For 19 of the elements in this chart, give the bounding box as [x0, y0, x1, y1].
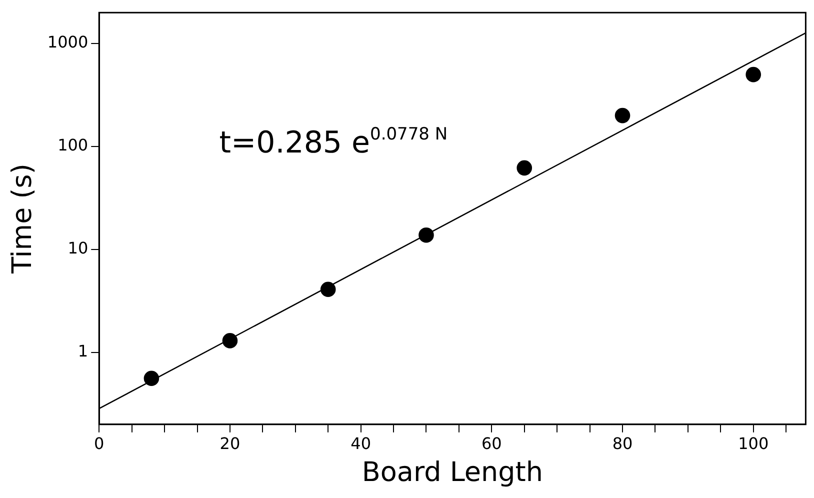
- point: [144, 370, 160, 386]
- y-tick-label: 1: [78, 342, 88, 361]
- x-tick-label: 80: [612, 434, 633, 454]
- point: [222, 333, 238, 348]
- x-axis-title: Board Length: [362, 456, 543, 488]
- x-tick-label: 20: [220, 434, 240, 454]
- y-tick-label: 100: [58, 136, 88, 155]
- x-tick-label: 0: [94, 434, 104, 454]
- point: [516, 160, 532, 176]
- x-tick-label: 100: [738, 434, 769, 454]
- x-tick-label: 60: [481, 434, 502, 454]
- y-tick-label: 1000: [47, 32, 88, 52]
- x-tick-label: 40: [350, 434, 371, 454]
- y-axis-title: Time (s): [7, 164, 38, 274]
- point: [614, 108, 630, 124]
- point: [418, 227, 434, 243]
- y-tick-label: 10: [68, 238, 88, 258]
- point: [320, 282, 336, 298]
- point: [746, 66, 762, 82]
